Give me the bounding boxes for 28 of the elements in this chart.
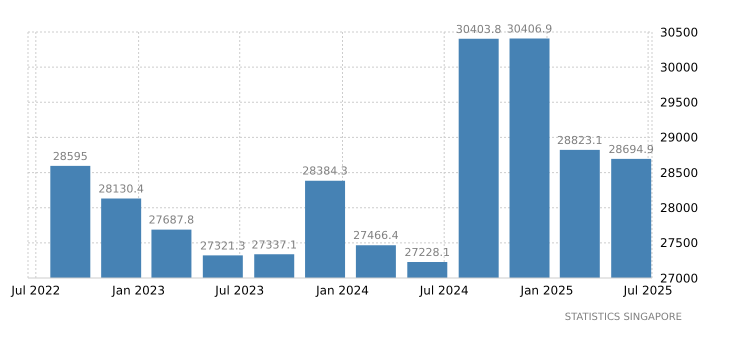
x-tick-label: Jul 2022 — [10, 284, 60, 298]
data-label: 30403.8 — [456, 22, 502, 36]
data-label: 28130.4 — [98, 182, 144, 196]
data-label: 30406.9 — [506, 22, 552, 36]
x-tick-label: Jan 2024 — [315, 284, 369, 298]
data-label: 28595 — [52, 150, 88, 163]
x-tick-label: Jan 2023 — [111, 284, 166, 298]
y-tick-label: 30000 — [660, 60, 698, 74]
y-tick-label: 27000 — [660, 271, 698, 286]
y-tick-label: 27500 — [660, 236, 698, 250]
y-tick-label: 28000 — [660, 200, 698, 215]
x-tick-label: Jul 2025 — [622, 284, 673, 298]
data-label: 28823.1 — [557, 134, 603, 147]
y-tick-label: 29500 — [660, 96, 698, 110]
x-tick-label: Jul 2023 — [214, 284, 264, 298]
y-tick-label: 30500 — [660, 25, 698, 40]
data-label: 27337.1 — [251, 238, 297, 252]
x-tick-label: Jan 2025 — [520, 284, 574, 298]
data-label: 27466.4 — [353, 229, 399, 242]
text: STATISTICS SINGAPORE — [564, 312, 682, 323]
y-tick-label: 28500 — [660, 166, 698, 180]
data-label: 27687.8 — [148, 214, 194, 227]
x-tick-label: Jul 2024 — [418, 284, 469, 298]
data-label: 28694.9 — [608, 142, 654, 156]
data-label: 27321.3 — [200, 239, 246, 252]
data-label: 27228.1 — [404, 246, 450, 259]
data-label: 28384.3 — [302, 164, 348, 178]
y-tick-label: 29000 — [660, 130, 698, 145]
